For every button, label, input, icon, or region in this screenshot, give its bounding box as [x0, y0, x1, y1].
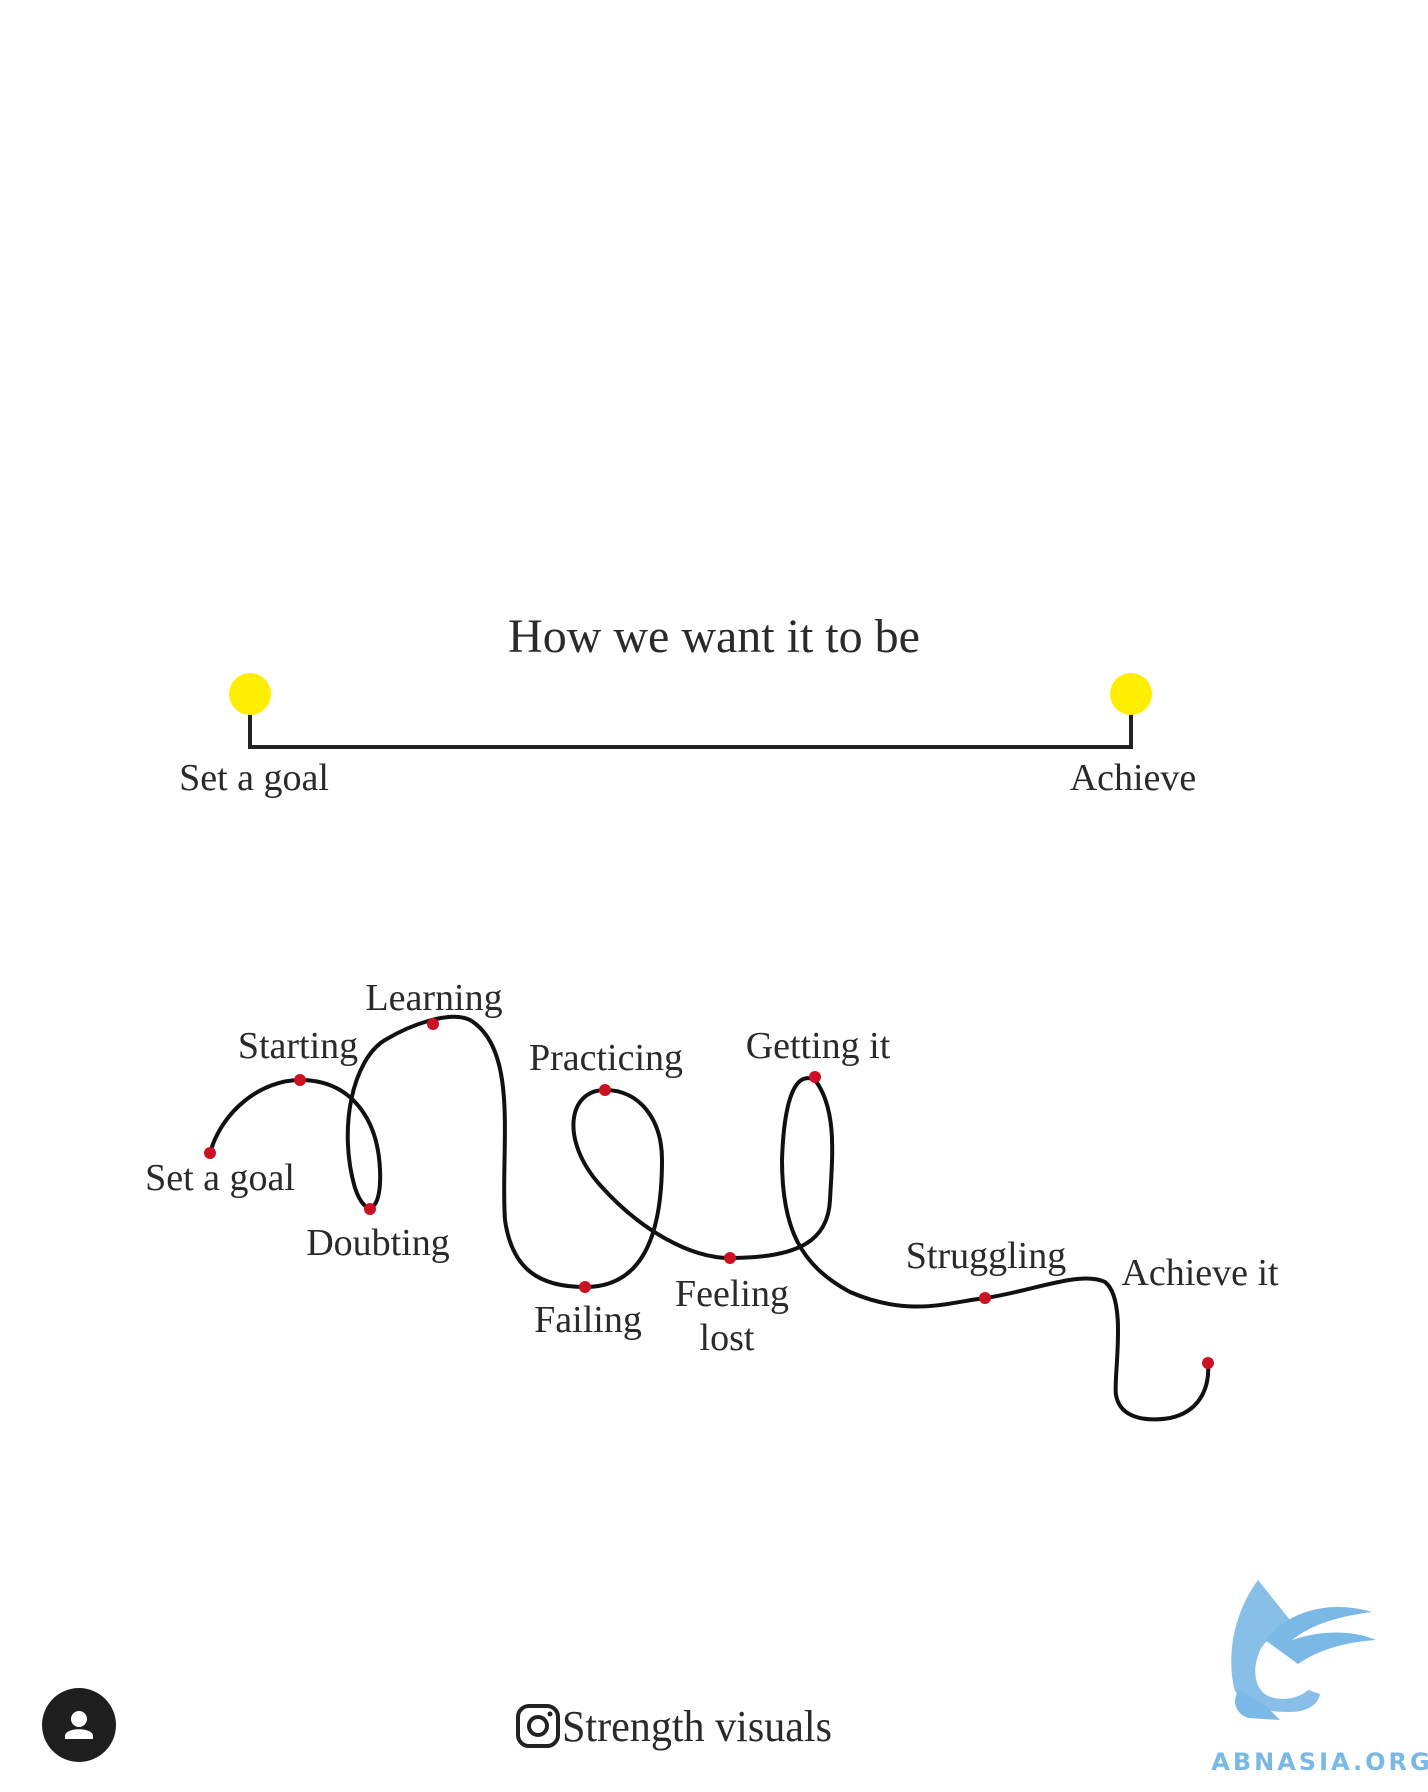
instagram-icon — [516, 1704, 560, 1748]
label-failing: Failing — [534, 1299, 642, 1341]
ideal-title: How we want it to be — [508, 610, 920, 663]
label-starting: Starting — [238, 1025, 358, 1067]
user-icon — [65, 1711, 93, 1739]
point-set-a-goal — [204, 1147, 216, 1159]
label-set-a-goal: Set a goal — [145, 1157, 295, 1199]
label-achieve-it: Achieve it — [1121, 1252, 1279, 1294]
ideal-end-dot — [1110, 673, 1152, 715]
label-feeling: Feeling — [675, 1273, 789, 1315]
ideal-start-label: Set a goal — [179, 757, 329, 799]
point-practicing — [599, 1084, 611, 1096]
point-struggling — [979, 1292, 991, 1304]
label-practicing: Practicing — [529, 1037, 683, 1079]
point-learning — [427, 1018, 439, 1030]
ideal-line — [248, 694, 1133, 749]
watermark-text: ABNASIA.ORG — [1211, 1748, 1428, 1776]
label-doubting: Doubting — [306, 1222, 450, 1264]
label-lost: lost — [700, 1317, 755, 1359]
label-getting-it: Getting it — [746, 1025, 891, 1067]
point-starting — [294, 1074, 306, 1086]
label-struggling: Struggling — [906, 1235, 1066, 1277]
point-achieve-it — [1202, 1357, 1214, 1369]
ideal-start-dot — [229, 673, 271, 715]
point-getting-it — [809, 1071, 821, 1083]
point-doubting — [364, 1203, 376, 1215]
reality-squiggle-line — [208, 1014, 1211, 1422]
ideal-end-label: Achieve — [1070, 757, 1197, 799]
user-profile-button[interactable] — [42, 1688, 116, 1762]
credit-handle: Strength visuals — [562, 1702, 832, 1751]
point-failing — [579, 1281, 591, 1293]
griffin-logo-icon — [1231, 1580, 1376, 1720]
label-learning: Learning — [365, 977, 502, 1019]
point-feeling-lost — [724, 1252, 736, 1264]
